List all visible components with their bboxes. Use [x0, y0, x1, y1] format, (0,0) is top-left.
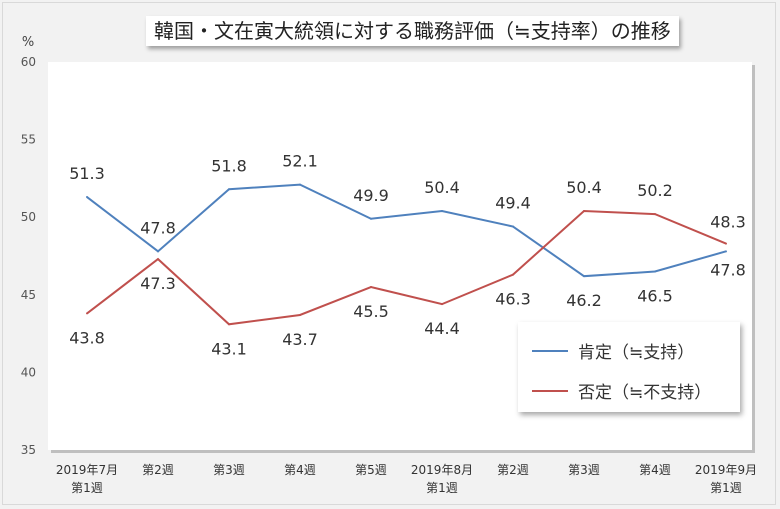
data-point	[86, 196, 88, 199]
data-point	[654, 270, 656, 273]
chart-title: 韓国・文在寅大統領に対する職務評価（≒支持率）の推移	[146, 16, 679, 46]
legend-swatch	[532, 389, 568, 392]
data-label: 51.3	[69, 164, 105, 183]
x-tick-label: 2019年9月	[695, 463, 757, 477]
data-label: 44.4	[424, 319, 460, 338]
data-label: 46.5	[637, 287, 673, 306]
x-tick-label: 2019年7月	[56, 463, 118, 477]
x-tick-label: 第2週	[497, 463, 529, 477]
x-tick-label: 2019年8月	[411, 463, 473, 477]
data-point	[725, 250, 727, 253]
y-axis-unit: %	[22, 35, 34, 50]
legend: 肯定（≒支持） 否定（≒不支持）	[518, 322, 740, 412]
data-label: 51.8	[211, 156, 247, 175]
data-point	[157, 250, 159, 253]
series-line-1	[86, 209, 727, 326]
x-tick-label: 第1週	[71, 481, 103, 495]
data-label: 45.5	[353, 302, 389, 321]
y-tick-label: 60	[21, 55, 36, 69]
x-tick-label: 第2週	[142, 463, 174, 477]
data-point	[370, 286, 372, 289]
data-label: 48.3	[710, 213, 746, 232]
data-point	[157, 258, 159, 261]
data-label: 43.1	[211, 339, 247, 358]
x-tick-label: 第5週	[355, 463, 387, 477]
data-point	[299, 183, 301, 186]
data-label: 43.8	[69, 328, 105, 347]
legend-item-positive: 肯定（≒支持）	[532, 338, 694, 363]
data-label: 52.1	[282, 152, 318, 171]
data-label: 46.2	[566, 291, 602, 310]
data-label: 49.4	[495, 194, 531, 213]
data-point	[512, 225, 514, 228]
legend-item-negative: 否定（≒不支持）	[532, 378, 711, 403]
data-point	[370, 217, 372, 220]
x-tick-label: 第4週	[639, 463, 671, 477]
data-point	[583, 209, 585, 212]
data-label: 47.8	[140, 218, 176, 237]
data-label: 49.9	[353, 186, 389, 205]
data-point	[654, 213, 656, 216]
y-tick-label: 50	[21, 210, 36, 224]
data-point	[86, 312, 88, 315]
data-label: 46.3	[495, 290, 531, 309]
y-tick-label: 45	[21, 288, 36, 302]
x-tick-label: 第4週	[284, 463, 316, 477]
legend-label: 否定（≒不支持）	[578, 383, 712, 403]
data-label: 50.4	[566, 178, 602, 197]
data-point	[228, 323, 230, 326]
series-line-0	[86, 183, 727, 278]
data-label: 43.7	[282, 330, 318, 349]
legend-label: 肯定（≒支持）	[578, 343, 695, 363]
y-tick-label: 35	[21, 443, 36, 457]
data-label: 50.2	[637, 181, 673, 200]
x-tick-label: 第1週	[710, 481, 742, 495]
data-point	[725, 242, 727, 245]
x-tick-label: 第3週	[568, 463, 600, 477]
data-point	[299, 313, 301, 316]
y-tick-label: 40	[21, 365, 36, 379]
data-point	[441, 209, 443, 212]
data-point	[441, 303, 443, 306]
data-label: 47.3	[140, 274, 176, 293]
x-tick-label: 第1週	[426, 481, 458, 495]
y-tick-label: 55	[21, 133, 36, 147]
legend-swatch	[532, 349, 568, 352]
data-point	[512, 273, 514, 276]
data-point	[583, 275, 585, 278]
data-point	[228, 188, 230, 191]
data-label: 50.4	[424, 178, 460, 197]
data-label: 47.8	[710, 260, 746, 279]
x-tick-label: 第3週	[213, 463, 245, 477]
